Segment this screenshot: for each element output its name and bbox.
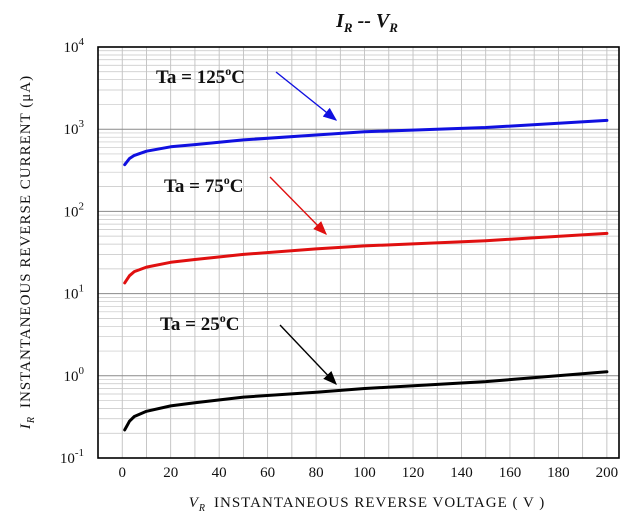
y-tick-base: 10	[64, 287, 79, 303]
arrow-125c	[275, 71, 338, 121]
title-main: I	[335, 10, 345, 32]
label-25c-main: Ta = 25	[160, 314, 220, 335]
series-line-0	[123, 118, 609, 167]
plot-frame	[97, 46, 620, 459]
x-axis-symbol-sub: R	[198, 503, 206, 514]
x-tick-label: 60	[260, 465, 275, 481]
y-tick-label: 104	[64, 36, 85, 56]
x-axis-text: INSTANTANEOUS REVERSE VOLTAGE ( V )	[214, 495, 545, 511]
series-line-2	[123, 370, 609, 432]
label-25c: Ta = 25oC	[160, 311, 240, 335]
y-tick-label: 103	[64, 118, 85, 138]
x-axis-label: VR INSTANTANEOUS REVERSE VOLTAGE ( V )	[189, 495, 546, 514]
x-tick-label: 120	[402, 465, 425, 481]
y-axis-symbol: I	[18, 423, 34, 430]
y-tick-exponent: 3	[79, 118, 85, 130]
y-tick-base: 10	[64, 40, 79, 56]
y-axis-symbol-sub: R	[26, 416, 37, 424]
label-75c: Ta = 75oC	[164, 173, 244, 197]
x-tick-label: 160	[499, 465, 522, 481]
label-25c-sup: o	[220, 311, 226, 325]
y-tick-label: 10-1	[60, 447, 84, 467]
x-tick-label: 20	[163, 465, 178, 481]
label-75c-main: Ta = 75	[164, 176, 224, 197]
y-axis-text: INSTANTANEOUS REVERSE CURRENT (μA)	[18, 75, 34, 408]
label-75c-unit: C	[230, 176, 244, 197]
y-tick-base: 10	[64, 369, 79, 385]
x-tick-label: 40	[212, 465, 227, 481]
series-line-1	[123, 231, 609, 285]
label-125c-unit: C	[231, 67, 245, 88]
label-25c-unit: C	[226, 314, 240, 335]
y-tick-exponent: 0	[79, 365, 85, 377]
arrow-75c	[269, 176, 327, 235]
x-tick-labels: 0 20 40 60 80 100 120 140 160 180 200	[118, 465, 618, 481]
x-tick-label: 100	[353, 465, 376, 481]
y-tick-exponent: -1	[75, 447, 84, 459]
label-125c: Ta = 125oC	[156, 64, 245, 88]
label-125c-main: Ta = 125	[156, 67, 225, 88]
y-tick-label: 102	[64, 200, 85, 220]
arrow-25c	[279, 324, 337, 386]
y-tick-label: 100	[64, 365, 85, 385]
x-tick-label: 140	[450, 465, 473, 481]
y-tick-base: 10	[60, 451, 75, 467]
x-tick-label: 80	[309, 465, 324, 481]
x-tick-label: 180	[547, 465, 570, 481]
title-second: V	[376, 10, 391, 32]
chart-title: IR -- VR	[335, 10, 398, 35]
label-75c-sup: o	[224, 173, 230, 187]
series-group	[123, 118, 609, 432]
plot-grid	[98, 47, 619, 458]
title-second-sub: R	[388, 20, 398, 35]
y-tick-exponent: 4	[79, 36, 85, 48]
y-tick-label: 101	[64, 283, 85, 303]
y-axis-label: IR INSTANTANEOUS REVERSE CURRENT (μA)	[18, 75, 37, 430]
y-tick-base: 10	[64, 122, 79, 138]
title-separator: --	[353, 10, 376, 32]
y-tick-base: 10	[64, 204, 79, 220]
y-tick-exponent: 2	[79, 200, 85, 212]
x-tick-label: 200	[596, 465, 619, 481]
y-tick-exponent: 1	[79, 283, 85, 295]
x-axis-symbol: V	[189, 495, 200, 511]
label-125c-sup: o	[225, 64, 231, 78]
x-tick-label: 0	[118, 465, 126, 481]
title-main-sub: R	[343, 20, 353, 35]
